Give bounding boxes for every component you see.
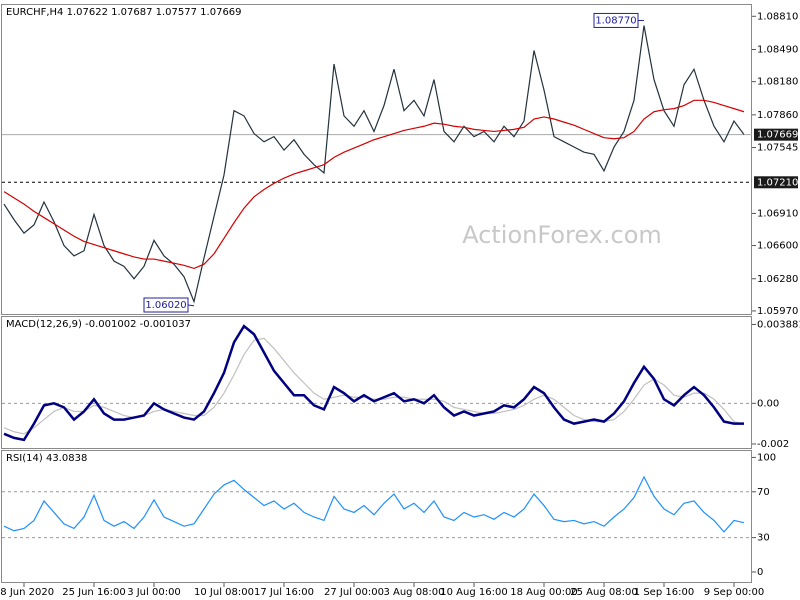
y-tick-label: -0.002 [757, 439, 789, 450]
x-tick-label: 9 Sep 00:00 [704, 587, 764, 598]
y-tick-label: 1.08490 [757, 44, 798, 55]
x-tick-label: 3 Aug 08:00 [383, 587, 444, 598]
x-tick-label: 10 Jul 08:00 [194, 587, 254, 598]
series-line [3, 475, 745, 533]
extreme-label: 1.06020 [145, 300, 186, 311]
y-tick-label: 1.08180 [757, 77, 798, 88]
x-tick-label: 3 Jul 00:00 [127, 587, 181, 598]
rsi-pane-frame [1, 450, 752, 583]
series-line [3, 25, 745, 304]
y-tick-label: 70 [757, 487, 770, 498]
series-line [3, 99, 745, 270]
pane-title: EURCHF,H4 1.07622 1.07687 1.07577 1.0766… [6, 7, 242, 18]
current-price-label: 1.07669 [757, 130, 798, 141]
y-tick-label: 1.08810 [757, 11, 798, 22]
y-tick-label: 1.05970 [757, 306, 798, 317]
support-box [754, 176, 798, 189]
pane-title: RSI(14) 43.0838 [6, 453, 87, 464]
extreme-leader [187, 304, 195, 307]
x-tick-label: 25 Aug 08:00 [570, 587, 637, 598]
macd-pane-frame [1, 316, 752, 449]
x-tick-label: 18 Aug 00:00 [510, 587, 577, 598]
y-tick-label: 1.06600 [757, 241, 798, 252]
extreme-box [143, 297, 189, 313]
y-tick-label: 0 [757, 567, 763, 578]
pane-title: MACD(12,26,9) -0.001002 -0.001037 [6, 319, 191, 330]
watermark: ActionForex.com [462, 221, 662, 249]
y-tick-label: 30 [757, 533, 770, 544]
y-tick-label: 0.00 [757, 398, 779, 409]
x-tick-label: 10 Aug 16:00 [440, 587, 507, 598]
y-tick-label: 1.07545 [757, 143, 798, 154]
current-price-box [754, 128, 798, 141]
support-label: 1.07210 [757, 177, 798, 188]
y-tick-label: 1.06910 [757, 208, 798, 219]
price-pane-frame [1, 4, 752, 315]
x-tick-label: 25 Jun 16:00 [62, 587, 126, 598]
y-tick-label: 0.003881 [757, 319, 800, 330]
y-tick-label: 1.07860 [757, 110, 798, 121]
y-tick-label: 100 [757, 452, 776, 463]
x-tick-label: 18 Jun 2020 [0, 587, 54, 598]
series-line [3, 324, 744, 442]
x-tick-label: 1 Sep 16:00 [634, 587, 694, 598]
series-line [3, 337, 745, 435]
x-tick-label: 27 Jul 00:00 [324, 587, 384, 598]
extreme-box [593, 12, 639, 28]
extreme-label: 1.08770 [595, 15, 636, 26]
y-tick-label: 1.06280 [757, 274, 798, 285]
x-tick-label: 17 Jul 16:00 [254, 587, 314, 598]
